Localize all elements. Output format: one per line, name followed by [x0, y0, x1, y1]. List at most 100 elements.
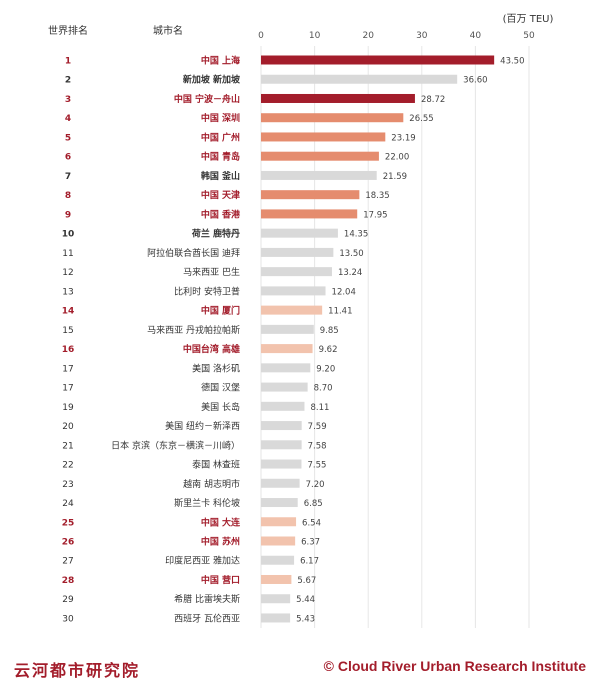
- city-label: 西班牙 瓦伦西亚: [174, 612, 240, 624]
- rank-label: 2: [65, 76, 71, 86]
- value-label: 9.62: [319, 345, 338, 355]
- rank-label: 7: [65, 172, 71, 182]
- city-label: 美国 长岛: [201, 401, 240, 413]
- bar: [261, 74, 458, 84]
- rank-label: 26: [62, 538, 75, 548]
- value-label: 12.04: [332, 287, 356, 297]
- city-label: 中国 深圳: [201, 112, 240, 124]
- value-label: 7.55: [307, 461, 326, 471]
- bar-row: 22 泰国 林查班 7.55: [62, 459, 326, 471]
- x-tick-label: 30: [416, 31, 428, 41]
- bar: [261, 536, 296, 546]
- rank-label: 5: [65, 133, 71, 143]
- x-tick-label: 10: [309, 31, 321, 41]
- value-label: 13.50: [339, 249, 363, 259]
- value-label: 11.41: [328, 307, 352, 317]
- city-label: 泰国 林查班: [192, 459, 240, 471]
- rank-label: 22: [62, 461, 73, 471]
- value-label: 6.37: [301, 538, 320, 548]
- city-label: 马来西亚 丹戎帕拉帕斯: [147, 324, 240, 336]
- bar: [261, 170, 377, 180]
- rank-label: 21: [62, 441, 73, 451]
- bar: [261, 305, 323, 315]
- bar: [261, 324, 314, 334]
- bar: [261, 401, 305, 411]
- value-label: 9.85: [320, 326, 339, 336]
- bar-row: 13 比利时 安特卫普 12.04: [62, 285, 356, 297]
- bar: [261, 555, 295, 565]
- city-label: 中国 苏州: [201, 536, 240, 548]
- value-label: 5.67: [297, 576, 316, 586]
- bar-row: 29 希腊 比雷埃夫斯 5.44: [62, 593, 315, 605]
- bar: [261, 594, 291, 604]
- value-label: 26.55: [409, 114, 433, 124]
- city-label: 希腊 比雷埃夫斯: [174, 593, 240, 605]
- bar-row: 3 中国 宁波－舟山 28.72: [65, 93, 445, 105]
- x-tick-label: 40: [470, 31, 482, 41]
- rank-label: 17: [62, 384, 73, 394]
- value-label: 18.35: [365, 191, 389, 201]
- bar: [261, 478, 300, 488]
- bar: [261, 363, 311, 373]
- footer-brand-cn: 云河都市研究院: [14, 661, 141, 680]
- rank-label: 30: [62, 614, 74, 624]
- city-label: 比利时 安特卫普: [174, 285, 240, 297]
- bar-row: 25 中国 大连 6.54: [62, 516, 321, 528]
- rank-label: 3: [65, 95, 71, 105]
- city-label: 日本 京滨（东京－横滨－川崎）: [111, 439, 240, 451]
- city-label: 韩国 釜山: [201, 170, 240, 182]
- rank-label: 28: [62, 576, 75, 586]
- bar: [261, 382, 308, 392]
- rank-label: 12: [62, 268, 73, 278]
- rank-label: 27: [62, 557, 73, 567]
- bar: [261, 286, 326, 296]
- rank-label: 4: [65, 114, 71, 124]
- rank-label: 13: [62, 287, 73, 297]
- value-label: 7.20: [306, 480, 325, 490]
- rank-label: 9: [65, 210, 71, 220]
- value-label: 7.58: [308, 441, 327, 451]
- rank-label: 15: [62, 326, 73, 336]
- bar-row: 16 中国台湾 高雄 9.62: [62, 343, 338, 355]
- rank-label: 19: [62, 403, 74, 413]
- rank-label: 14: [62, 307, 75, 317]
- x-tick-label: 0: [258, 31, 264, 41]
- bar: [261, 113, 404, 123]
- city-label: 美国 纽约－新泽西: [165, 420, 240, 432]
- value-label: 23.19: [391, 133, 415, 143]
- city-label: 德国 汉堡: [201, 382, 240, 394]
- bar-row: 15 马来西亚 丹戎帕拉帕斯 9.85: [62, 324, 338, 336]
- bar-row: 30 西班牙 瓦伦西亚 5.43: [62, 612, 315, 624]
- value-label: 22.00: [385, 153, 409, 163]
- value-label: 14.35: [344, 230, 368, 240]
- x-tick-label: 50: [523, 31, 535, 41]
- bar: [261, 151, 379, 161]
- bar: [261, 459, 302, 469]
- bar: [261, 190, 360, 200]
- bar: [261, 228, 338, 238]
- rank-label: 16: [62, 345, 75, 355]
- city-label: 斯里兰卡 科伦坡: [174, 497, 240, 509]
- bar-row: 10 荷兰 鹿特丹 14.35: [62, 228, 369, 240]
- city-label: 中国 营口: [201, 574, 240, 586]
- bar-row: 28 中国 营口 5.67: [62, 574, 317, 586]
- bar-row: 23 越南 胡志明市 7.20: [62, 478, 324, 490]
- value-label: 36.60: [463, 76, 487, 86]
- bar-row: 8 中国 天津 18.35: [65, 189, 390, 201]
- rank-column-header: 世界排名: [48, 24, 88, 37]
- bar-row: 4 中国 深圳 26.55: [65, 112, 434, 124]
- rank-label: 6: [65, 153, 71, 163]
- city-label: 中国 天津: [201, 189, 240, 201]
- bar-row: 7 韩国 釜山 21.59: [65, 170, 407, 182]
- city-label: 阿拉伯联合酋长国 迪拜: [147, 247, 240, 259]
- bar-row: 27 印度尼西亚 雅加达 6.17: [62, 555, 319, 567]
- rank-label: 25: [62, 518, 75, 528]
- bar: [261, 613, 291, 623]
- value-label: 43.50: [500, 57, 524, 67]
- city-label: 马来西亚 巴生: [183, 266, 240, 278]
- bar: [261, 209, 358, 219]
- city-label: 新加坡 新加坡: [183, 74, 241, 86]
- rank-label: 29: [62, 595, 74, 605]
- bar-row: 6 中国 青岛 22.00: [65, 151, 409, 163]
